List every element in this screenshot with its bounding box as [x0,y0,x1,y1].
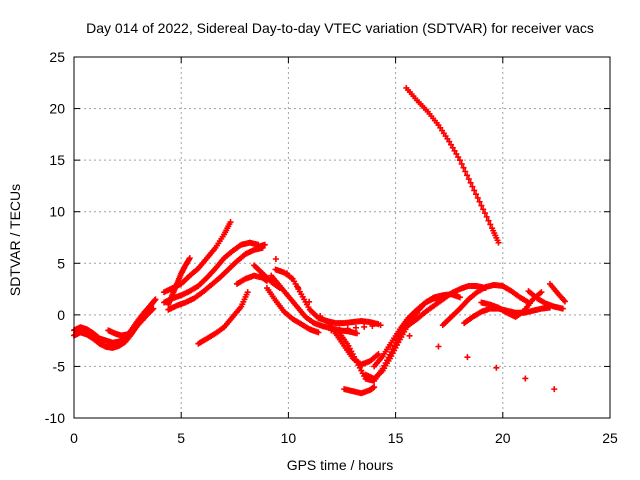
data-point [315,329,322,336]
data-point [476,198,483,205]
data-point [559,305,566,312]
data-point [186,255,193,262]
data-point [522,375,529,382]
data-point [435,343,442,350]
y-tick-label: -5 [53,358,66,374]
x-tick-label: 25 [602,430,618,446]
y-tick-label: 10 [49,204,65,220]
y-tick-label: 25 [49,49,65,65]
y-tick-label: 5 [57,255,65,271]
data-point [446,138,453,145]
data-point [283,270,290,277]
data-point [460,164,467,171]
data-point [495,239,502,246]
data-point [483,213,490,220]
data-point [464,172,471,179]
data-points [71,84,568,397]
x-axis-label: GPS time / hours [287,457,394,473]
data-point [152,296,159,303]
series-arc-21 [405,282,489,329]
data-point [451,147,458,154]
data-point [551,386,558,393]
data-point [354,330,361,337]
data-point [375,351,382,358]
x-tick-label: 20 [495,430,511,446]
y-tick-label: 15 [49,152,65,168]
data-point [464,354,471,361]
x-tick-label: 10 [281,430,297,446]
data-point [462,168,469,175]
x-tick-label: 5 [177,430,185,446]
y-axis-label: SDTVAR / TECUs [7,184,23,296]
data-point [458,160,465,167]
y-tick-label: 0 [57,307,65,323]
data-point [478,202,485,209]
data-point [352,324,359,331]
data-point [371,384,378,391]
data-point [406,332,413,339]
series-arc-14 [263,285,322,336]
x-tick-labels: 0 5 10 15 20 25 [70,430,618,446]
data-point [317,313,324,320]
data-point [449,144,456,151]
series-arc-26 [546,280,568,305]
series-arc-8 [165,255,193,308]
data-point [261,241,268,248]
data-point [455,154,462,161]
series-isolated [255,241,558,393]
data-point [471,187,478,194]
data-point [244,289,251,296]
data-point [465,176,472,183]
y-tick-label: -10 [45,410,65,426]
data-point [369,323,376,330]
data-point [295,284,302,291]
data-point [377,322,384,329]
series-arc-9 [195,289,251,347]
x-tick-label: 15 [388,430,404,446]
data-point [473,191,479,198]
plot-frame [73,56,611,419]
series-arc-7 [165,244,266,313]
series-arc-19 [341,384,378,397]
data-point [538,289,545,296]
data-point [480,206,487,213]
y-tick-labels: -10 -5 0 5 10 15 20 25 [45,49,65,426]
y-tick-label: 20 [49,101,65,117]
data-point [456,157,463,164]
data-point [447,141,454,148]
data-point [456,294,463,301]
series-arc-20 [403,84,502,246]
data-point [493,364,500,371]
x-tick-label: 0 [70,430,78,446]
data-point [469,183,476,190]
data-point [306,298,313,305]
data-point [561,298,568,305]
data-point [481,210,488,217]
data-point [328,327,335,334]
data-point [474,194,481,201]
series-arc-4 [139,296,159,324]
data-point [344,325,351,332]
series-arc-18 [371,291,463,370]
data-point [485,217,492,224]
data-point [272,255,279,262]
series-arc-25 [525,288,566,312]
data-point [361,323,368,330]
data-point [336,326,343,333]
data-point [453,150,460,157]
chart-title: Day 014 of 2022, Sidereal Day-to-day VTE… [86,20,594,36]
data-point [227,219,234,226]
data-point [487,221,494,228]
data-point [467,179,474,186]
